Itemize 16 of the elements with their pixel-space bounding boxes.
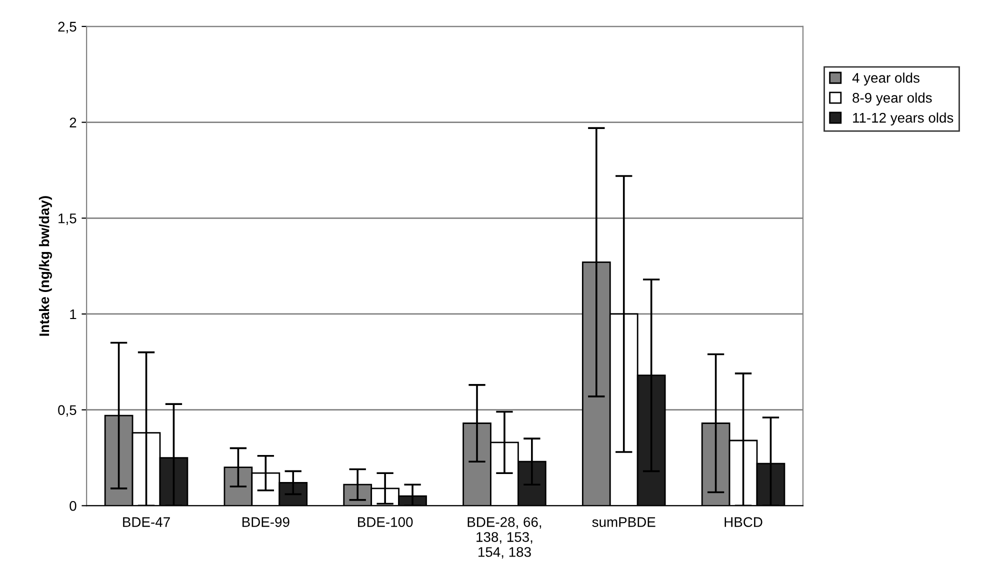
y-axis-title: Intake (ng/kg bw/day) xyxy=(38,196,52,336)
x-tick-label: HBCD xyxy=(724,517,762,527)
x-tick-label: BDE-100 xyxy=(358,517,413,527)
legend-label: 11-12 years olds xyxy=(853,112,954,126)
y-tick-label: 0 xyxy=(70,501,76,511)
y-tick-label: 1 xyxy=(70,309,76,320)
y-tick-label: 2,5 xyxy=(58,22,76,34)
legend-label: 8-9 year olds xyxy=(852,92,932,106)
y-tick-label: 1,5 xyxy=(58,214,76,225)
x-tick-label: BDE-28, 66, 138, 153, 154, 183 xyxy=(468,517,542,559)
x-tick-label: sumPBDE xyxy=(592,517,656,527)
y-tick-label: 0,5 xyxy=(58,405,76,417)
x-tick-label: BDE-99 xyxy=(242,517,290,527)
y-tick-label: 2 xyxy=(70,118,76,128)
x-tick-label: BDE-47 xyxy=(123,517,170,527)
legend-label: 4 year olds xyxy=(852,72,920,86)
